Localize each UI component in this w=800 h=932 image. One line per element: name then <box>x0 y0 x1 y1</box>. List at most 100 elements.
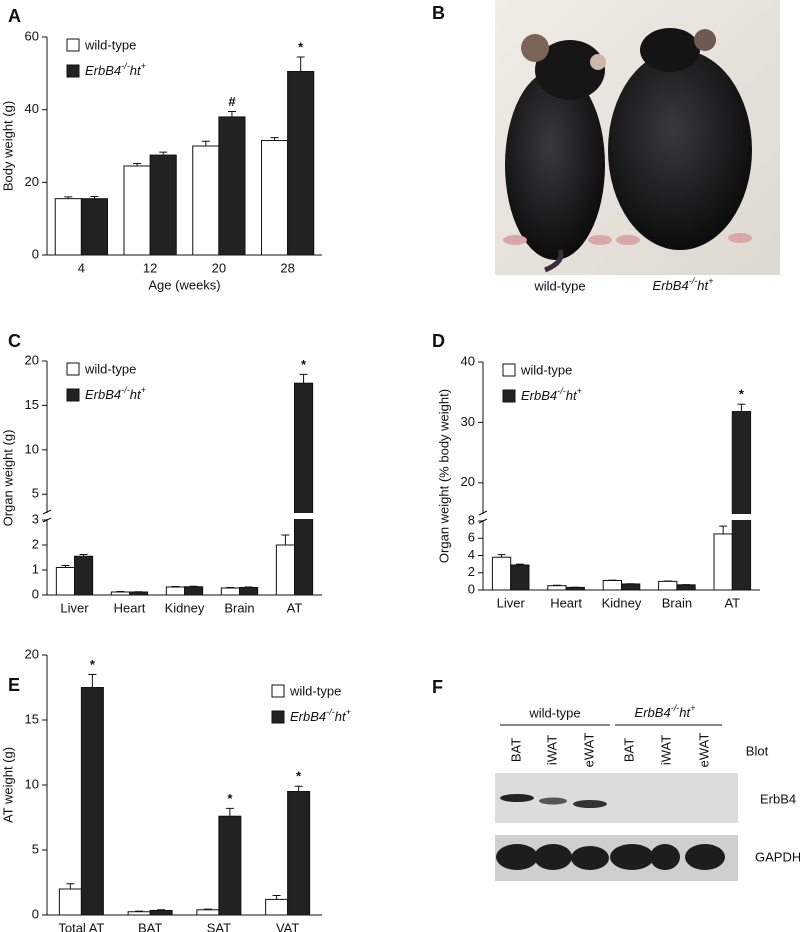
legend-label: ErbB4-/-ht+ <box>85 61 146 78</box>
error-bar <box>296 56 305 72</box>
y-tick-label: 60 <box>25 28 39 43</box>
blot-group: ErbB4-/-ht+ <box>635 703 696 720</box>
bar <box>239 587 259 596</box>
error-bar <box>189 585 198 587</box>
y-tick-label: 5 <box>32 486 39 501</box>
photo-caption: wild-type <box>533 278 585 293</box>
x-tick-label: VAT <box>276 920 299 932</box>
error-bar <box>90 196 99 199</box>
x-tick-label: 12 <box>143 260 157 275</box>
bar <box>196 909 220 916</box>
y-tick-label: 40 <box>461 353 475 368</box>
blot-image <box>495 773 738 881</box>
axis-break <box>477 514 760 520</box>
bar <box>510 564 530 591</box>
x-tick-label: Liver <box>497 595 526 610</box>
bar <box>184 586 204 596</box>
lane-label: iWAT <box>658 735 673 765</box>
break-mark <box>478 510 488 516</box>
bar <box>287 791 311 916</box>
panel-letter: D <box>432 331 445 351</box>
error-bar <box>157 909 166 911</box>
y-axis-title: AT weight (g) <box>0 747 15 823</box>
legend-label: wild-type <box>84 361 136 376</box>
break-mark <box>42 517 52 523</box>
x-tick-label: SAT <box>207 920 231 932</box>
error-bar <box>133 162 142 166</box>
legend-label: wild-type <box>289 683 341 698</box>
bar <box>127 911 151 916</box>
y-tick-label: 1 <box>32 561 39 576</box>
annotation: * <box>301 357 307 372</box>
annotation: * <box>739 387 745 402</box>
annotation: # <box>228 94 236 109</box>
panel-letter: F <box>432 677 443 697</box>
error-bar <box>79 554 88 557</box>
y-tick-label: 30 <box>461 414 475 429</box>
bar <box>165 586 186 596</box>
error-bar <box>515 563 524 565</box>
bar <box>547 585 567 591</box>
x-tick-label: Liver <box>60 600 89 615</box>
y-tick-label: 20 <box>25 352 39 367</box>
x-tick-label: AT <box>287 600 303 615</box>
blot-row-label: ErbB4 <box>760 791 796 806</box>
x-tick-label: AT <box>724 595 740 610</box>
lane-label: iWAT <box>544 735 559 765</box>
error-bar <box>201 140 210 146</box>
error-bar <box>299 373 308 384</box>
error-bar <box>135 910 144 912</box>
blot-row-label: GAPDH <box>755 849 800 864</box>
error-bar <box>226 587 235 588</box>
bar <box>129 591 149 596</box>
error-bar <box>497 554 506 558</box>
panel-letter: C <box>8 331 21 351</box>
annotation: * <box>90 657 96 672</box>
x-tick-label: 20 <box>212 260 226 275</box>
bar <box>123 165 151 256</box>
bar <box>713 533 733 591</box>
y-tick-label: 3 <box>32 511 39 526</box>
y-tick-label: 20 <box>25 174 39 189</box>
error-bar <box>737 403 746 412</box>
x-tick-label: Heart <box>550 595 582 610</box>
error-bar <box>203 908 212 910</box>
error-bar <box>159 151 168 156</box>
x-tick-label: Brain <box>662 595 692 610</box>
error-bar <box>88 674 97 688</box>
error-bar <box>281 534 290 545</box>
bar <box>220 587 241 596</box>
bar <box>110 591 130 596</box>
x-tick-label: Kidney <box>602 595 642 610</box>
y-tick-label: 20 <box>25 646 39 661</box>
y-tick-label: 0 <box>32 586 39 601</box>
panel-letter: B <box>432 3 445 23</box>
bar <box>218 116 246 256</box>
x-tick-label: Heart <box>114 600 146 615</box>
y-tick-label: 10 <box>25 776 39 791</box>
y-tick-label: 10 <box>25 441 39 456</box>
lane-label: BAT <box>621 738 636 762</box>
y-axis-title: Organ weight (g) <box>0 430 15 527</box>
bar <box>55 567 75 596</box>
x-tick-label: Total AT <box>58 920 104 932</box>
y-tick-label: 2 <box>32 536 39 551</box>
bar <box>602 580 623 591</box>
photo-caption: ErbB4-/-ht+ <box>653 276 714 293</box>
legend-swatch <box>502 389 516 403</box>
panel-letter: A <box>8 6 21 26</box>
bar <box>294 382 314 596</box>
y-tick-label: 6 <box>468 530 475 545</box>
bar <box>192 145 220 256</box>
legend-swatch <box>66 64 80 78</box>
legend-swatch <box>66 362 80 376</box>
error-bar <box>225 807 234 817</box>
bar <box>491 556 512 591</box>
error-bar <box>61 565 70 568</box>
lane-label: eWAT <box>581 733 596 768</box>
error-bar <box>64 196 73 199</box>
bar <box>74 555 94 596</box>
legend-label: wild-type <box>520 362 572 377</box>
error-bar <box>227 110 236 117</box>
